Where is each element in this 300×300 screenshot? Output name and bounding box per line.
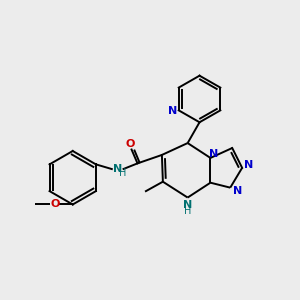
Text: N: N	[244, 160, 254, 170]
Text: H: H	[119, 168, 127, 178]
Text: N: N	[183, 200, 192, 211]
Text: H: H	[184, 206, 191, 216]
Text: N: N	[209, 149, 218, 159]
Text: N: N	[113, 164, 122, 174]
Text: O: O	[126, 139, 135, 148]
Text: N: N	[232, 186, 242, 196]
Text: O: O	[50, 200, 60, 209]
Text: N: N	[168, 106, 177, 116]
